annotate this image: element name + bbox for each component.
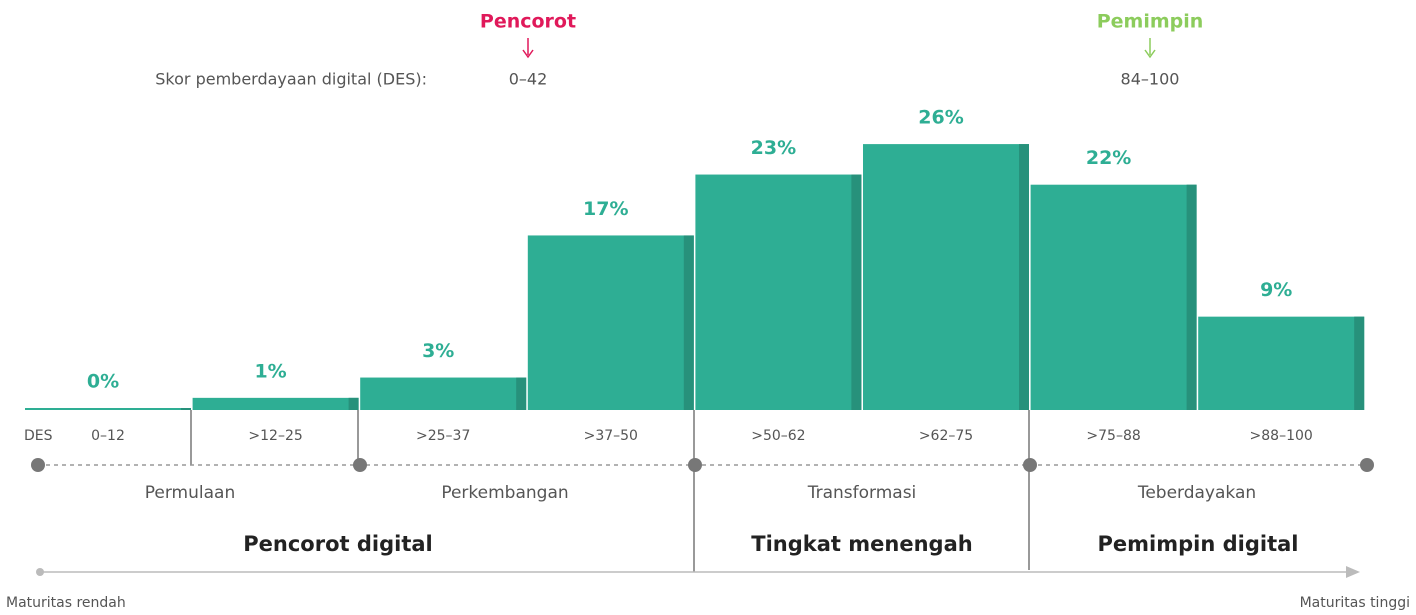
tick-prefix: DES	[24, 428, 53, 444]
value-label: 17%	[583, 198, 628, 220]
group-label: Pencorot digital	[243, 532, 432, 556]
header-label: Skor pemberdayaan digital (DES):	[155, 70, 427, 89]
bar-edge	[516, 377, 527, 410]
bar-edge	[683, 235, 694, 410]
category-label: >62–75	[919, 428, 973, 444]
group-label: Pemimpin digital	[1098, 532, 1299, 556]
bar	[527, 235, 694, 410]
marker-range: 84–100	[1121, 70, 1180, 89]
bar	[1198, 316, 1365, 410]
dot	[31, 458, 45, 472]
bar-edge	[851, 174, 862, 410]
dot	[688, 458, 702, 472]
bar-edge	[348, 397, 359, 410]
bar-edge	[1019, 144, 1029, 410]
stage-label: Teberdayakan	[1137, 483, 1256, 503]
bar	[25, 408, 191, 410]
marker-range: 0–42	[509, 70, 548, 89]
stage-label: Perkembangan	[441, 483, 568, 503]
axis-end: Maturitas tinggi	[1300, 595, 1410, 611]
value-label: 26%	[918, 107, 963, 129]
value-label: 3%	[422, 340, 454, 362]
category-label: 0–12	[91, 428, 125, 444]
stage-label: Transformasi	[807, 483, 917, 503]
category-label: >75–88	[1086, 428, 1140, 444]
bar-edge	[1186, 184, 1197, 410]
value-label: 0%	[87, 371, 119, 393]
bar	[360, 377, 527, 410]
category-label: >12–25	[248, 428, 302, 444]
category-label: >25–37	[416, 428, 470, 444]
category-label: >50–62	[751, 428, 805, 444]
marker-arrow-head	[1144, 49, 1156, 59]
bar	[192, 397, 359, 410]
category-label: >88–100	[1250, 428, 1313, 444]
category-label: >37–50	[584, 428, 638, 444]
bar	[695, 174, 862, 410]
value-label: 23%	[751, 137, 796, 159]
value-label: 1%	[254, 360, 286, 382]
dot	[36, 568, 44, 576]
marker-label: Pemimpin	[1097, 11, 1204, 33]
bar	[863, 144, 1029, 410]
group-label: Tingkat menengah	[751, 532, 972, 556]
marker-label: Pencorot	[480, 11, 576, 33]
bar-edge	[181, 408, 191, 410]
arrow-head	[1346, 566, 1360, 578]
bar-edge	[1354, 316, 1365, 410]
stage-label: Permulaan	[145, 483, 235, 503]
axis-end: Maturitas rendah	[6, 595, 126, 611]
dot	[353, 458, 367, 472]
bar	[1030, 184, 1197, 410]
value-label: 22%	[1086, 147, 1131, 169]
marker-arrow-head	[522, 49, 534, 59]
value-label: 9%	[1260, 279, 1292, 301]
dot	[1023, 458, 1037, 472]
dot	[1360, 458, 1374, 472]
